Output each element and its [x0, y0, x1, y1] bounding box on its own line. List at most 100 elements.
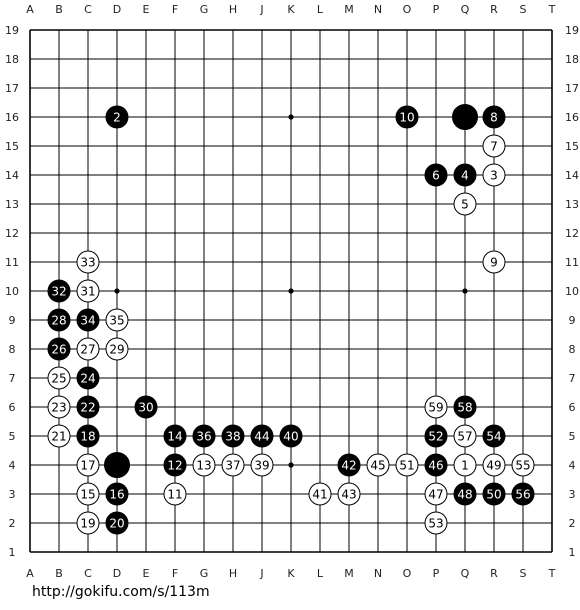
move-number: 55 [515, 459, 530, 473]
move-number: 4 [461, 169, 469, 183]
source-url[interactable]: http://gokifu.com/s/113m [32, 584, 210, 600]
white-stone: 41 [308, 482, 332, 506]
move-number: 10 [399, 111, 414, 125]
move-number: 2 [113, 111, 121, 125]
move-number: 18 [80, 430, 95, 444]
white-stone: 47 [424, 482, 448, 506]
move-number: 25 [51, 372, 66, 386]
column-label: R [490, 3, 498, 16]
row-label: 10 [5, 285, 19, 298]
star-point [462, 288, 468, 294]
white-stone: 25 [47, 366, 71, 390]
move-number: 32 [51, 285, 66, 299]
row-label: 12 [5, 227, 19, 240]
column-label: J [259, 567, 263, 580]
black-stone: 30 [134, 395, 158, 419]
column-label: K [287, 567, 295, 580]
black-stone: 24 [76, 366, 100, 390]
white-stone: 35 [105, 308, 129, 332]
black-stone: 56 [511, 482, 535, 506]
row-label: 12 [565, 227, 579, 240]
black-stone: 40 [279, 424, 303, 448]
row-label: 10 [565, 285, 579, 298]
move-number: 51 [399, 459, 414, 473]
white-stone: 55 [511, 453, 535, 477]
white-stone: 57 [453, 424, 477, 448]
white-stone: 31 [76, 279, 100, 303]
move-number: 19 [80, 517, 95, 531]
column-label: O [403, 567, 412, 580]
star-point [288, 288, 294, 294]
white-stone: 15 [76, 482, 100, 506]
black-stone: 50 [482, 482, 506, 506]
column-label: K [287, 3, 295, 16]
row-label: 14 [565, 169, 579, 182]
column-label: J [259, 3, 263, 16]
column-label: M [344, 3, 354, 16]
move-number: 33 [80, 256, 95, 270]
move-number: 7 [490, 140, 498, 154]
row-label: 8 [569, 343, 576, 356]
white-stone: 59 [424, 395, 448, 419]
white-stone: 21 [47, 424, 71, 448]
move-number: 41 [312, 488, 327, 502]
row-label: 15 [565, 140, 579, 153]
white-stone: 7 [482, 134, 506, 158]
move-number: 53 [428, 517, 443, 531]
column-label: D [113, 3, 121, 16]
white-stone: 43 [337, 482, 361, 506]
black-stone: 26 [47, 337, 71, 361]
black-stone: 48 [453, 482, 477, 506]
move-number: 38 [225, 430, 240, 444]
row-label: 8 [9, 343, 16, 356]
row-label: 5 [569, 430, 576, 443]
row-label: 4 [9, 459, 16, 472]
move-number: 46 [428, 459, 443, 473]
black-stone [104, 452, 130, 478]
column-label: F [172, 567, 178, 580]
column-label: H [229, 3, 237, 16]
row-label: 4 [569, 459, 576, 472]
black-stone: 38 [221, 424, 245, 448]
row-label: 19 [5, 24, 19, 37]
row-label: 18 [565, 53, 579, 66]
column-label: P [433, 567, 440, 580]
black-stone: 4 [453, 163, 477, 187]
white-stone: 27 [76, 337, 100, 361]
column-label: A [26, 3, 34, 16]
move-number: 5 [461, 198, 469, 212]
move-number: 49 [486, 459, 501, 473]
black-stone: 58 [453, 395, 477, 419]
column-label: C [84, 567, 92, 580]
row-label: 17 [5, 82, 19, 95]
column-label: N [374, 567, 382, 580]
move-number: 47 [428, 488, 443, 502]
column-label: Q [461, 3, 470, 16]
black-stone: 6 [424, 163, 448, 187]
go-board[interactable]: AABBCCDDEEFFGGHHJJKKLLMMNNOOPPQQRRSSTT19… [0, 0, 580, 580]
black-stone: 10 [395, 105, 419, 129]
row-label: 19 [565, 24, 579, 37]
move-number: 13 [196, 459, 211, 473]
move-number: 34 [80, 314, 95, 328]
move-number: 6 [432, 169, 440, 183]
black-stone: 36 [192, 424, 216, 448]
move-number: 35 [109, 314, 124, 328]
row-label: 17 [565, 82, 579, 95]
row-label: 11 [565, 256, 579, 269]
white-stone: 17 [76, 453, 100, 477]
row-label: 6 [9, 401, 16, 414]
move-number: 17 [80, 459, 95, 473]
white-stone: 5 [453, 192, 477, 216]
column-label: E [143, 3, 150, 16]
column-label: D [113, 567, 121, 580]
black-stone [452, 104, 478, 130]
black-stone: 34 [76, 308, 100, 332]
row-label: 13 [5, 198, 19, 211]
move-number: 57 [457, 430, 472, 444]
move-number: 36 [196, 430, 211, 444]
black-stone: 8 [482, 105, 506, 129]
column-label: G [200, 3, 209, 16]
column-label: R [490, 567, 498, 580]
